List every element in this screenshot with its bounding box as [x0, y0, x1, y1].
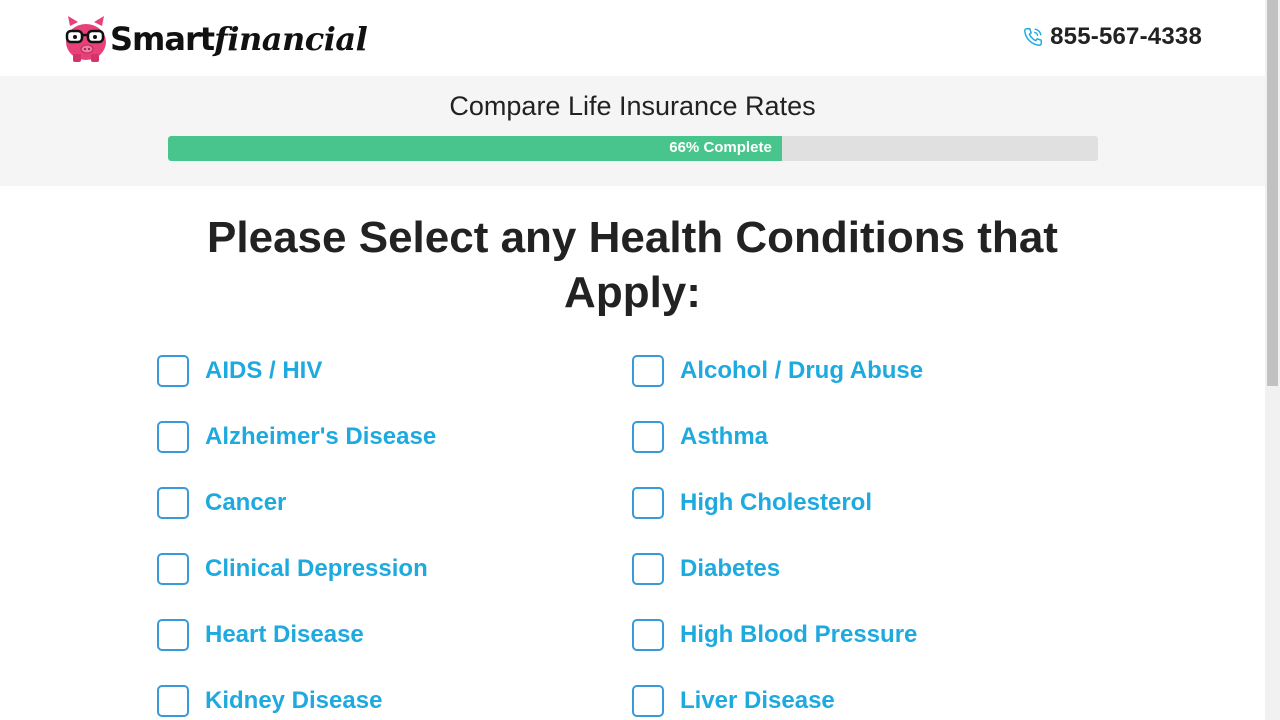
condition-option-alzheimer-s-disease[interactable]: Alzheimer's Disease	[157, 420, 436, 454]
form-title: Compare Life Insurance Rates	[449, 91, 816, 121]
condition-label[interactable]: Clinical Depression	[205, 555, 428, 582]
progress-bar-fill: 66% Complete	[168, 136, 782, 161]
condition-checkbox[interactable]	[632, 619, 664, 651]
condition-checkbox[interactable]	[632, 421, 664, 453]
condition-option-asthma[interactable]: Asthma	[632, 420, 768, 454]
condition-option-high-blood-pressure[interactable]: High Blood Pressure	[632, 618, 917, 652]
condition-checkbox[interactable]	[157, 487, 189, 519]
phone-number: 855-567-4338	[1050, 23, 1202, 50]
page-scrollbar[interactable]	[1265, 0, 1280, 720]
condition-checkbox[interactable]	[632, 355, 664, 387]
condition-option-clinical-depression[interactable]: Clinical Depression	[157, 552, 428, 586]
progress-label: 66% Complete	[669, 139, 772, 156]
condition-option-liver-disease[interactable]: Liver Disease	[632, 684, 835, 718]
condition-label[interactable]: Heart Disease	[205, 621, 364, 648]
condition-label[interactable]: High Cholesterol	[680, 489, 873, 516]
condition-option-diabetes[interactable]: Diabetes	[632, 552, 780, 586]
scrollbar-thumb[interactable]	[1267, 0, 1278, 386]
condition-option-alcohol-drug-abuse[interactable]: Alcohol / Drug Abuse	[632, 354, 923, 388]
condition-label[interactable]: Asthma	[680, 423, 769, 450]
condition-option-heart-disease[interactable]: Heart Disease	[157, 618, 364, 652]
logo-text-smart: Smart	[110, 20, 215, 58]
site-header: Smartfinancial 855-567-4338	[0, 0, 1265, 76]
condition-option-kidney-disease[interactable]: Kidney Disease	[157, 684, 382, 718]
progress-bar: 66% Complete	[168, 136, 1098, 161]
condition-label[interactable]: AIDS / HIV	[205, 357, 323, 384]
condition-checkbox[interactable]	[157, 619, 189, 651]
condition-checkbox[interactable]	[632, 553, 664, 585]
condition-option-high-cholesterol[interactable]: High Cholesterol	[632, 486, 872, 520]
condition-checkbox[interactable]	[157, 553, 189, 585]
condition-label[interactable]: Alzheimer's Disease	[205, 423, 437, 450]
condition-checkbox[interactable]	[157, 355, 189, 387]
condition-label[interactable]: Kidney Disease	[205, 687, 383, 714]
logo-wordmark: Smartfinancial	[110, 20, 368, 58]
condition-checkbox[interactable]	[157, 421, 189, 453]
condition-label[interactable]: Diabetes	[680, 555, 781, 582]
condition-label[interactable]: Alcohol / Drug Abuse	[680, 357, 924, 384]
condition-checkbox[interactable]	[157, 685, 189, 717]
phone-icon	[1024, 28, 1043, 46]
condition-option-aids-hiv[interactable]: AIDS / HIV	[157, 354, 322, 388]
condition-label[interactable]: Liver Disease	[680, 687, 835, 714]
phone-link[interactable]: 855-567-4338	[1022, 20, 1202, 54]
logo-text-financial: financial	[214, 20, 368, 58]
condition-option-cancer[interactable]: Cancer	[157, 486, 286, 520]
smartfinancial-logo[interactable]: Smartfinancial	[64, 14, 368, 64]
condition-label[interactable]: Cancer	[205, 489, 287, 516]
progress-section: Compare Life Insurance Rates 66% Complet…	[0, 76, 1265, 186]
condition-checkbox[interactable]	[632, 487, 664, 519]
condition-label[interactable]: High Blood Pressure	[680, 621, 918, 648]
condition-checkbox[interactable]	[632, 685, 664, 717]
piggy-bank-glasses-icon	[65, 16, 106, 62]
question-heading: Please Select any Health Conditions that…	[207, 213, 1058, 317]
